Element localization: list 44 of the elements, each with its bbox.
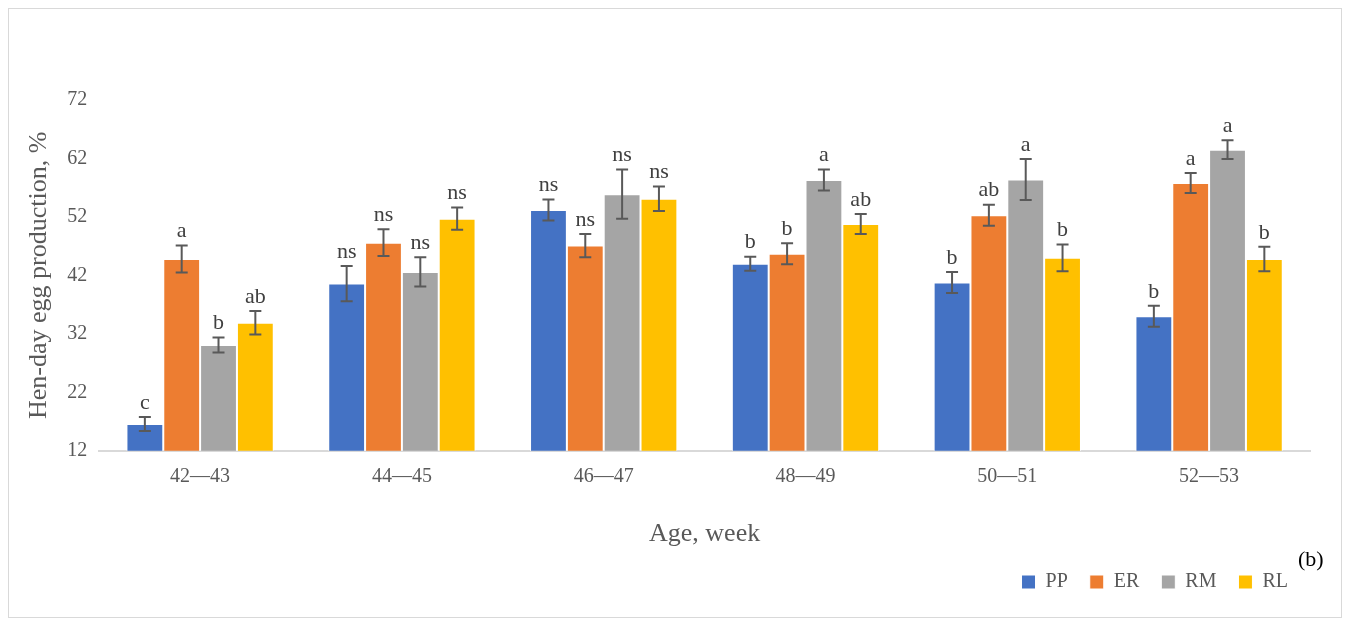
x-tick-label: 48—49 bbox=[775, 464, 836, 487]
data-label: ns bbox=[410, 229, 431, 255]
data-label: b bbox=[213, 309, 225, 335]
y-tick-label: 42 bbox=[67, 262, 88, 285]
x-axis-title: Age, week bbox=[649, 518, 761, 548]
data-label: ns bbox=[538, 171, 559, 197]
data-label: ns bbox=[447, 179, 467, 205]
x-tick-label: 50—51 bbox=[977, 464, 1038, 487]
x-tick-label: 44—45 bbox=[371, 464, 432, 487]
data-label: c bbox=[139, 388, 150, 414]
x-tick-label: 46—47 bbox=[573, 464, 634, 487]
data-label: a bbox=[1185, 144, 1196, 170]
data-label: ns bbox=[336, 237, 357, 263]
data-label: b bbox=[1148, 277, 1160, 303]
data-label: ab bbox=[978, 176, 1000, 202]
data-label: b bbox=[1258, 218, 1270, 244]
y-tick-label: 62 bbox=[67, 145, 88, 168]
y-tick-label: 32 bbox=[67, 321, 88, 344]
data-label: b bbox=[946, 243, 958, 269]
legend-label: PP bbox=[1045, 569, 1068, 592]
y-axis-title: Hen-day egg production, % bbox=[23, 131, 53, 420]
data-label: a bbox=[1222, 112, 1233, 138]
y-tick-label: 12 bbox=[67, 438, 88, 461]
y-tick-label: 72 bbox=[67, 87, 88, 110]
x-tick-label: 42—43 bbox=[170, 464, 231, 487]
legend-label: RL bbox=[1262, 569, 1289, 592]
y-tick-label: 52 bbox=[67, 204, 88, 227]
data-label: b bbox=[781, 215, 793, 241]
data-label: ns bbox=[649, 158, 669, 184]
data-label: ns bbox=[575, 205, 596, 231]
legend-label: RM bbox=[1185, 569, 1217, 592]
legend-label: ER bbox=[1113, 569, 1140, 592]
data-label: b bbox=[744, 228, 756, 254]
x-tick-label: 52—53 bbox=[1179, 464, 1240, 487]
data-label: b bbox=[1057, 216, 1069, 242]
data-label: ab bbox=[850, 185, 872, 211]
data-label: a bbox=[1020, 130, 1031, 156]
text: (b) bbox=[1298, 545, 1324, 571]
data-label: a bbox=[176, 217, 187, 243]
data-label: ns bbox=[373, 200, 394, 226]
data-label: ns bbox=[612, 141, 632, 167]
data-label: a bbox=[819, 141, 830, 167]
y-tick-label: 22 bbox=[67, 379, 88, 402]
data-label: ab bbox=[244, 282, 266, 308]
